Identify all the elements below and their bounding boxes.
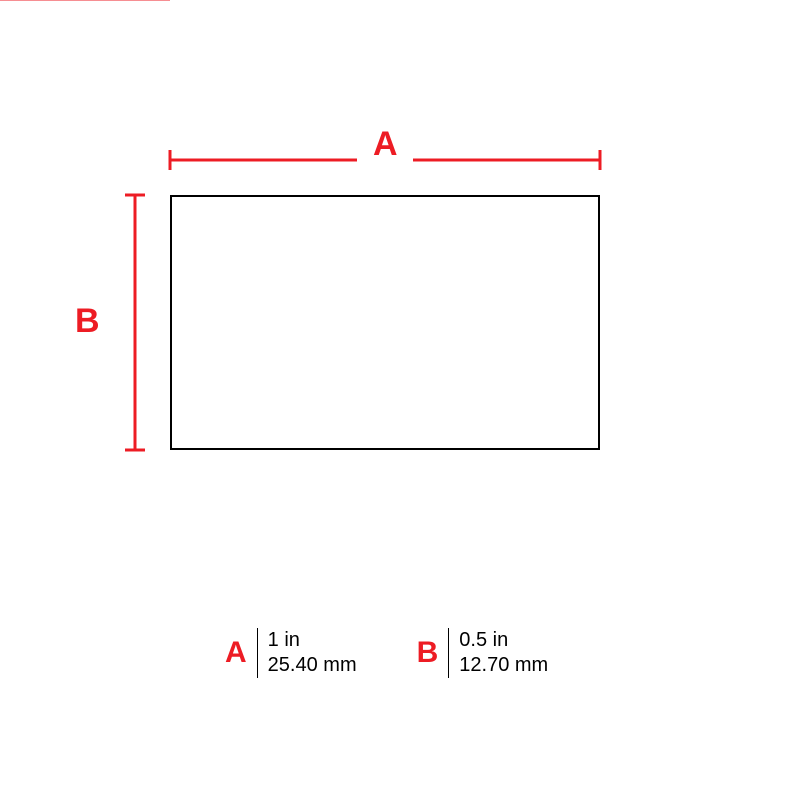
diagram-canvas: A B A 1 in 25.40 mm B 0.5 in 12.70 mm <box>0 0 800 800</box>
legend-b-mm: 12.70 mm <box>459 653 548 678</box>
legend-letter-a: A <box>225 636 257 670</box>
legend-item-a: A 1 in 25.40 mm <box>225 628 357 678</box>
legend-a-mm: 25.40 mm <box>268 653 357 678</box>
dimension-a-line <box>0 0 800 800</box>
legend-a-inches: 1 in <box>268 628 357 653</box>
legend-letter-b: B <box>417 636 449 670</box>
legend-b-inches: 0.5 in <box>459 628 548 653</box>
legend-item-b: B 0.5 in 12.70 mm <box>417 628 549 678</box>
dimension-a-label: A <box>365 125 406 164</box>
dimension-legend: A 1 in 25.40 mm B 0.5 in 12.70 mm <box>225 628 548 678</box>
dimension-b-label: B <box>75 302 100 341</box>
